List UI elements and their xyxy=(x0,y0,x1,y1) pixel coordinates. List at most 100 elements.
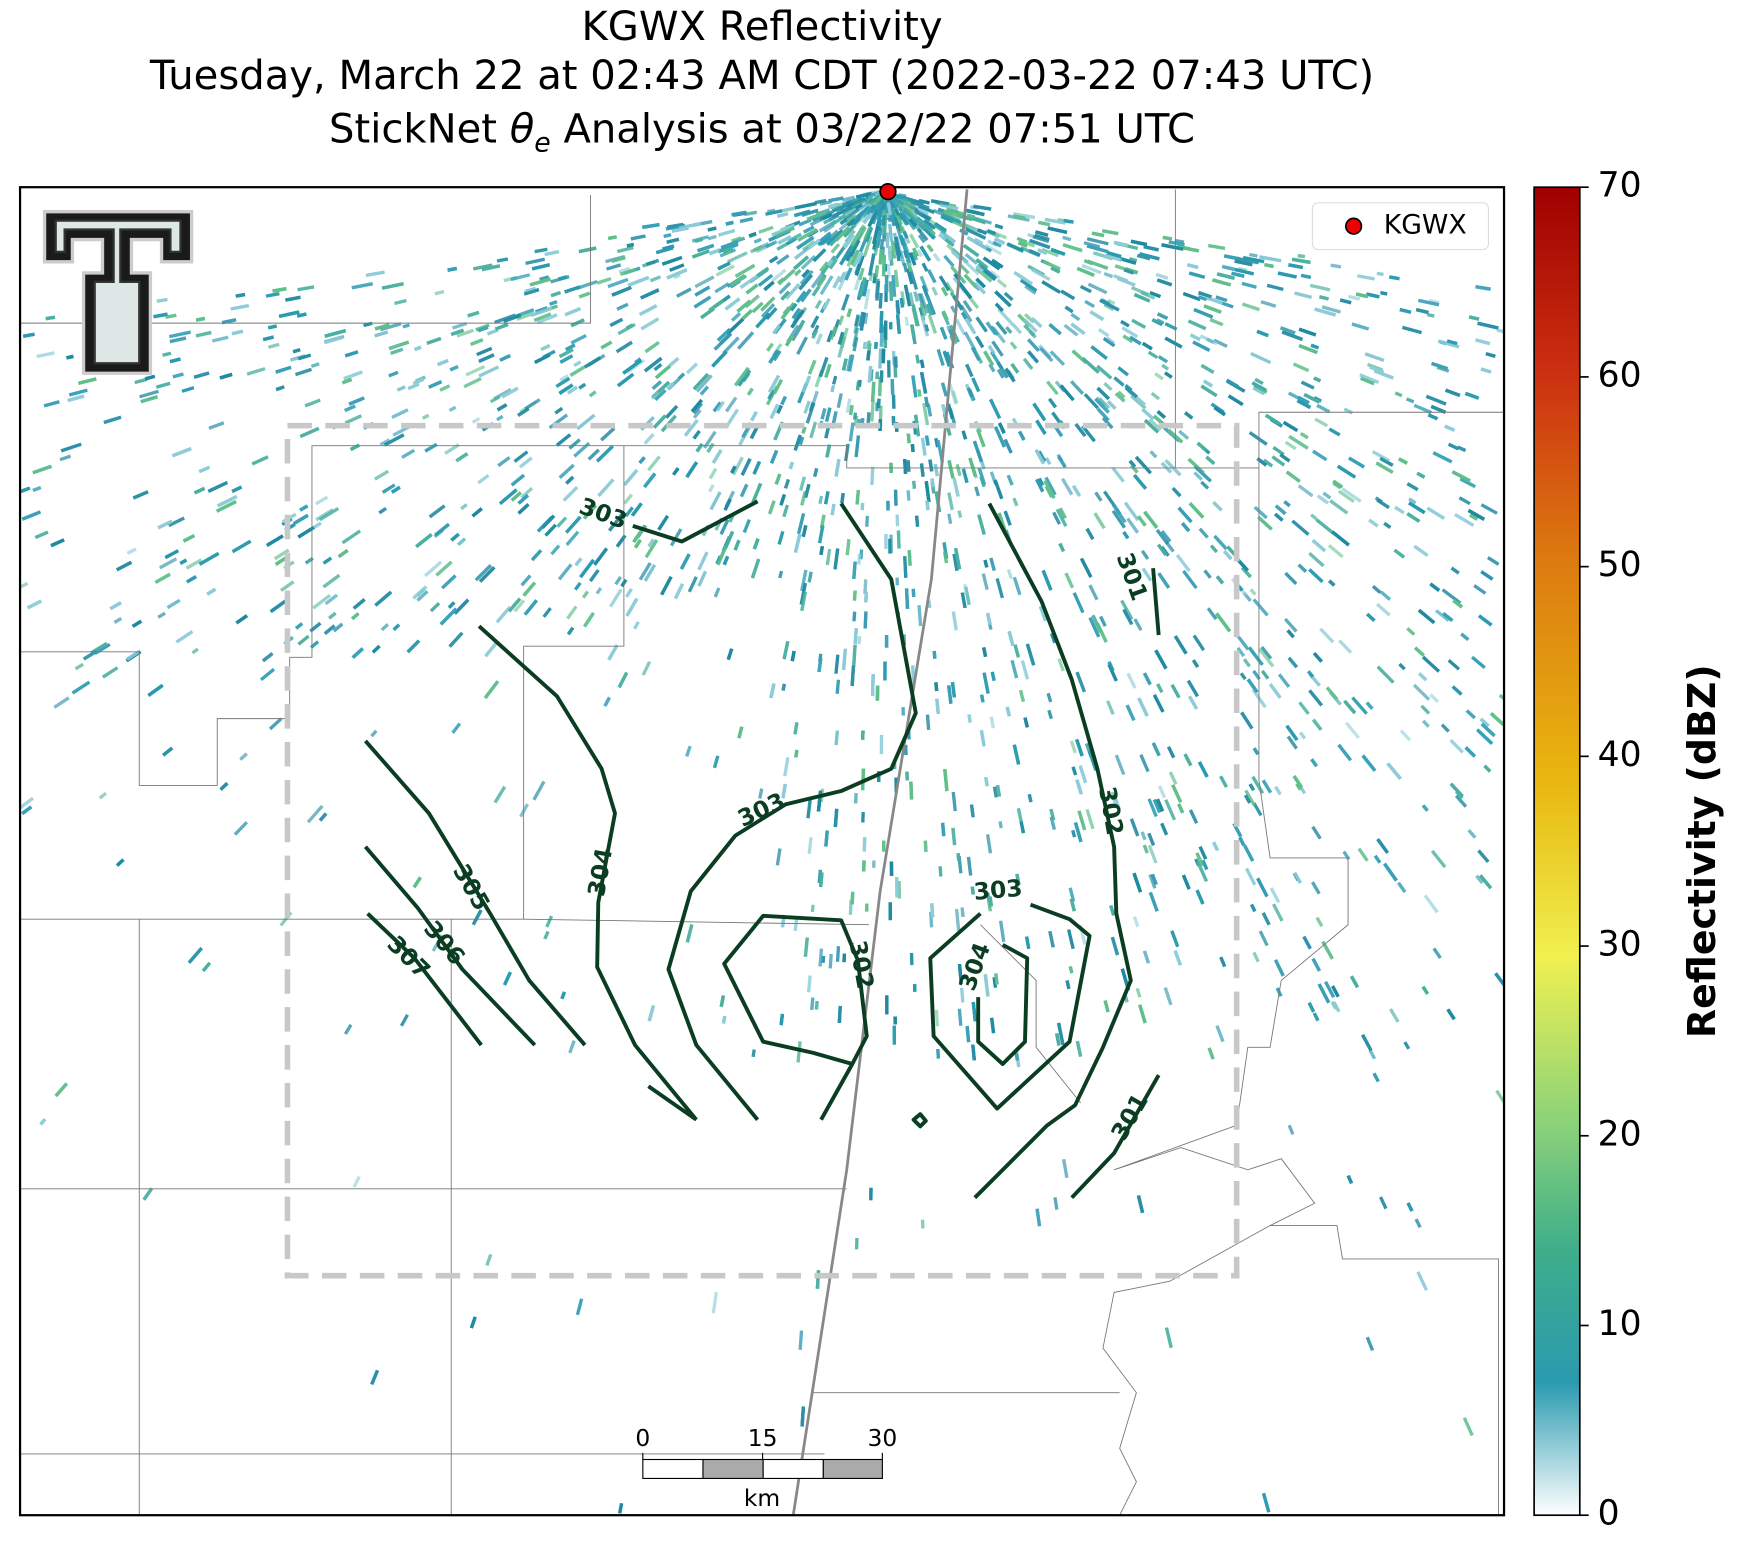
echo xyxy=(1132,916,1140,928)
echo xyxy=(379,438,391,447)
echo xyxy=(600,427,616,442)
echo xyxy=(990,1017,996,1034)
echo xyxy=(1005,326,1013,334)
echo xyxy=(969,804,975,818)
echo xyxy=(164,549,180,560)
echo xyxy=(640,288,660,300)
echo xyxy=(550,290,561,298)
echo xyxy=(919,371,928,394)
echo xyxy=(641,660,652,676)
echo xyxy=(573,581,582,591)
echo xyxy=(1018,689,1026,703)
echo xyxy=(322,556,333,565)
echo xyxy=(1053,1197,1059,1210)
echo xyxy=(772,324,781,335)
echo xyxy=(1243,844,1255,862)
echo xyxy=(1221,264,1236,272)
echo xyxy=(525,257,546,265)
echo xyxy=(856,251,864,264)
echo xyxy=(887,360,891,378)
echo xyxy=(772,378,784,395)
echo xyxy=(870,381,876,403)
echo xyxy=(753,237,762,244)
echo xyxy=(1143,510,1159,529)
echo xyxy=(20,796,35,810)
echo xyxy=(1041,247,1059,258)
echo xyxy=(660,575,673,596)
echo xyxy=(388,340,410,351)
echo xyxy=(1215,612,1232,633)
echo xyxy=(246,367,266,376)
echo xyxy=(919,303,927,317)
scale-bar: 0 15 30 km xyxy=(635,1424,897,1512)
echo xyxy=(1437,339,1460,349)
echo xyxy=(1061,477,1074,496)
echo xyxy=(1111,791,1121,811)
echo xyxy=(556,516,568,528)
echo xyxy=(1049,808,1056,821)
echo xyxy=(20,486,31,496)
echo xyxy=(1122,531,1130,540)
echo xyxy=(1336,464,1357,479)
echo xyxy=(857,553,862,565)
echo xyxy=(852,611,857,622)
echo xyxy=(1346,1175,1354,1185)
echo xyxy=(169,336,187,344)
echo xyxy=(1188,809,1199,824)
echo xyxy=(1111,509,1126,529)
echo xyxy=(807,837,813,855)
echo xyxy=(1012,744,1021,765)
echo xyxy=(351,647,364,659)
echo xyxy=(498,488,518,506)
echo xyxy=(1215,1025,1225,1043)
echo xyxy=(893,489,898,506)
echo xyxy=(1035,1208,1042,1227)
echo xyxy=(1299,432,1309,440)
echo xyxy=(1043,479,1056,499)
echo xyxy=(993,237,1006,245)
echo xyxy=(708,484,715,493)
echo xyxy=(1283,500,1291,508)
echo xyxy=(723,498,732,511)
echo xyxy=(1429,693,1440,704)
colorbar-tick-label: 30 xyxy=(1598,925,1642,965)
echo xyxy=(1050,266,1061,274)
echo xyxy=(1476,728,1494,745)
echo xyxy=(1134,455,1152,475)
echo xyxy=(1083,241,1101,249)
echo xyxy=(756,266,770,278)
echo xyxy=(1432,947,1442,959)
echo xyxy=(565,475,575,485)
echo xyxy=(1017,241,1028,248)
echo xyxy=(1085,527,1095,540)
echo xyxy=(998,920,1006,943)
echo xyxy=(938,866,943,877)
echo xyxy=(297,285,315,292)
echo xyxy=(1386,762,1402,780)
echo xyxy=(883,661,887,681)
echo xyxy=(343,1023,353,1035)
echo xyxy=(886,263,891,278)
echo xyxy=(565,530,580,546)
echo xyxy=(207,480,229,493)
echo xyxy=(496,414,504,422)
echo xyxy=(1195,889,1205,905)
echo xyxy=(977,467,987,486)
echo xyxy=(750,410,758,422)
echo xyxy=(1200,363,1215,374)
echo xyxy=(1025,643,1036,666)
echo xyxy=(921,262,929,272)
echo xyxy=(477,473,490,485)
echo xyxy=(1420,704,1431,715)
echo xyxy=(829,236,839,247)
echo xyxy=(478,365,500,378)
echo xyxy=(865,515,870,527)
echo xyxy=(746,387,754,396)
echo xyxy=(776,254,790,265)
echo xyxy=(1243,794,1252,804)
echo xyxy=(801,525,808,538)
echo xyxy=(559,374,569,382)
echo xyxy=(1013,270,1033,286)
echo xyxy=(833,548,840,570)
